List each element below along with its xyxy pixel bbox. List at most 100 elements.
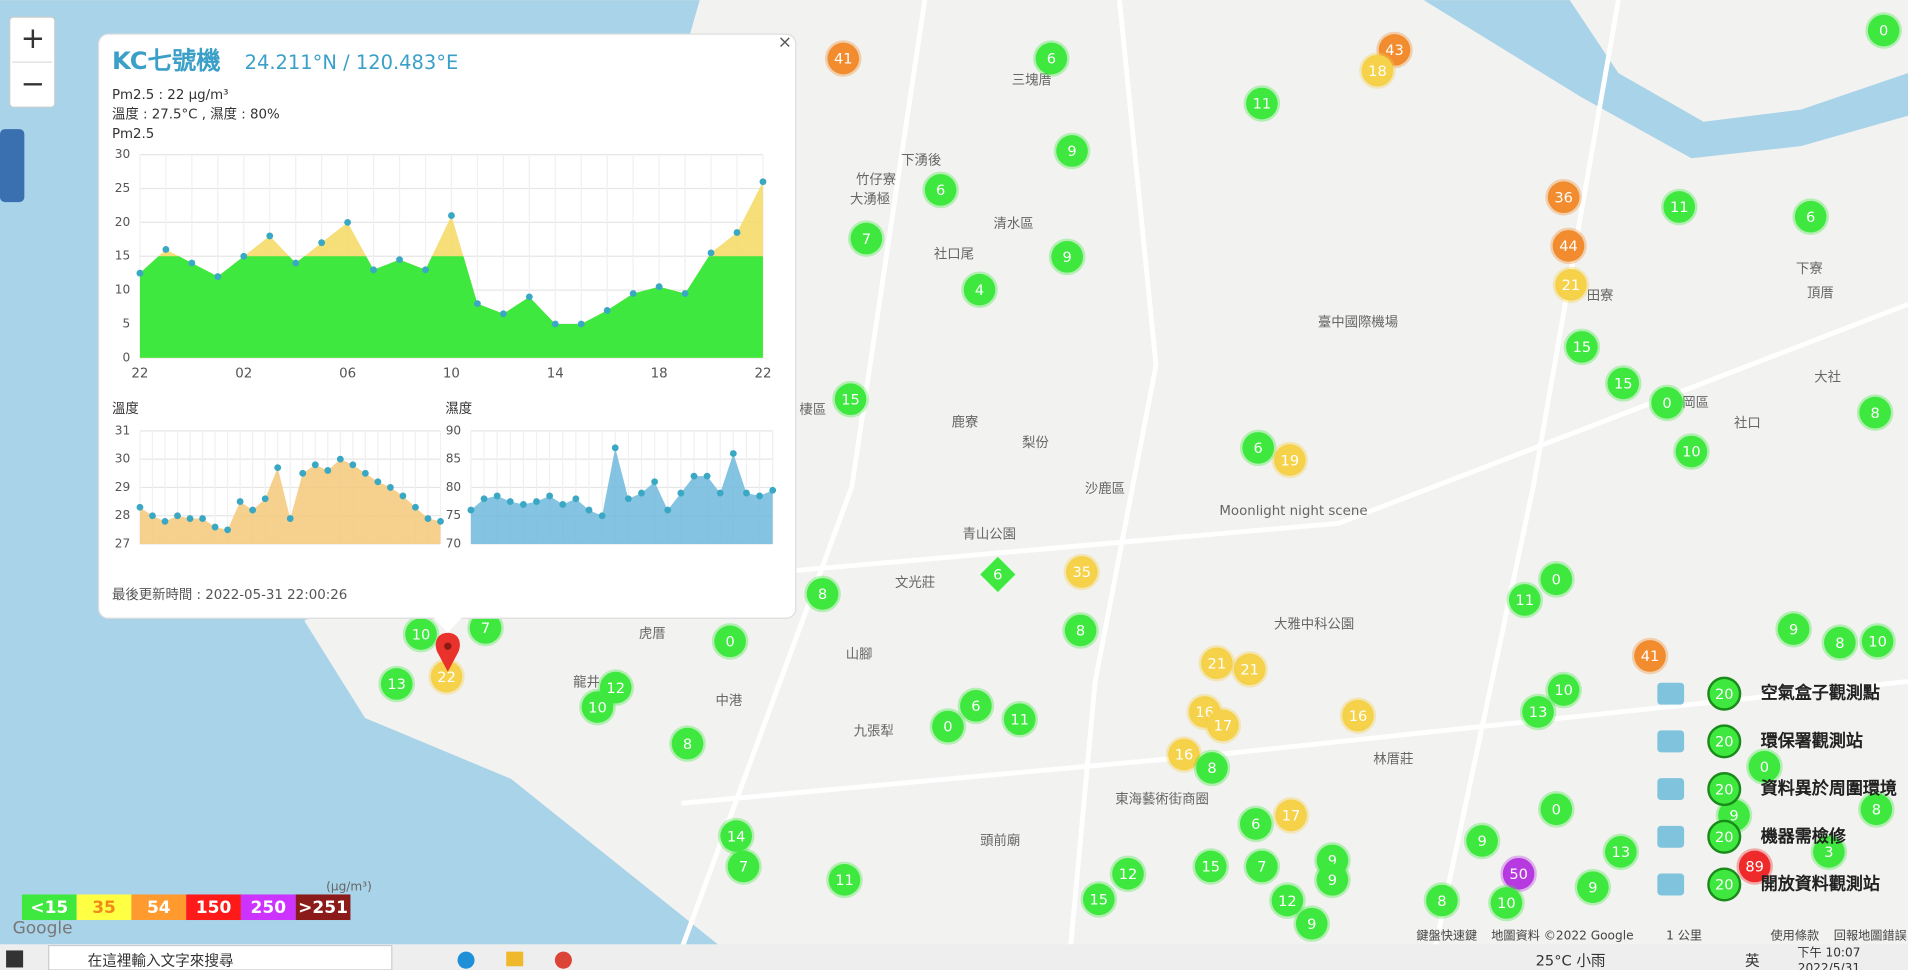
data-point [756,492,763,500]
chrome-icon[interactable] [554,951,572,969]
station-marker[interactable]: 8 [1062,612,1099,649]
station-marker[interactable]: 10 [1859,623,1896,660]
station-marker[interactable]: 8 [1858,791,1895,828]
legend-badge-text: 20 [1715,829,1734,846]
station-marker[interactable]: 35 [1063,553,1101,591]
station-marker[interactable]: 15 [1605,365,1642,402]
station-marker[interactable]: 7 [848,220,885,257]
station-marker[interactable]: 15 [1563,328,1601,366]
station-marker[interactable]: 8 [1193,749,1231,787]
station-marker[interactable]: 6 [1033,40,1070,77]
station-marker[interactable]: 16 [1165,736,1203,773]
marker-value: 36 [1554,189,1573,206]
station-marker[interactable]: 9 [1053,132,1091,170]
station-marker[interactable]: 6 [1792,198,1829,235]
station-marker[interactable]: 15 [1080,881,1118,918]
station-marker[interactable]: 0 [1648,384,1686,422]
zoom-out[interactable]: − [21,66,45,100]
marker-value: 7 [481,620,490,637]
area-fill [139,459,441,545]
station-marker[interactable]: 36 [1545,178,1582,216]
station-marker[interactable]: 18 [1359,52,1396,89]
data-point [437,517,444,525]
marker-value: 16 [1349,708,1368,725]
station-marker[interactable]: 0 [1865,12,1902,49]
station-marker[interactable]: 89 [1736,848,1773,885]
station-marker[interactable]: 17 [1272,797,1310,834]
chart-title: Pm2.5 [112,127,154,142]
station-marker[interactable]: 22 [428,658,465,695]
station-marker[interactable]: 7 [1243,848,1281,885]
legend-badge-text: 20 [1715,781,1734,798]
folder-icon[interactable] [506,951,524,967]
station-marker[interactable]: 6 [1239,429,1277,467]
station-marker[interactable]: 0 [1746,748,1783,785]
search-box[interactable] [48,944,393,970]
station-marker[interactable]: 13 [1602,833,1640,871]
station-marker[interactable]: 0 [1538,561,1575,598]
station-marker[interactable]: 9 [1293,905,1331,942]
station-marker[interactable]: 21 [1198,645,1236,682]
place-label: 鹿寮 [952,413,979,430]
station-marker[interactable]: 7 [725,848,762,885]
clock-date: 2022/5/31 [1798,961,1860,970]
station-marker[interactable]: 8 [1821,624,1859,661]
station-marker[interactable]: 11 [1243,85,1281,122]
station-marker[interactable]: 21 [1552,266,1590,304]
station-marker[interactable]: 9 [1775,610,1812,648]
station-marker[interactable]: 10 [1488,884,1525,922]
station-marker[interactable]: 13 [1519,693,1557,731]
station-marker[interactable]: 50 [1500,855,1537,893]
data-point [629,290,637,297]
station-marker[interactable]: 10 [579,688,616,726]
station-marker[interactable]: 12 [1269,882,1306,919]
scale-label: <15 [30,898,68,918]
station-marker[interactable]: 11 [826,861,863,899]
station-marker[interactable]: 0 [711,623,749,660]
station-marker[interactable]: 41 [1631,637,1669,675]
station-marker[interactable]: 6 [978,555,1017,594]
station-marker[interactable]: 16 [1339,697,1377,734]
station-marker[interactable]: 41 [825,40,862,77]
station-marker[interactable]: 9 [1314,861,1351,899]
station-marker[interactable]: 11 [1660,188,1698,226]
station-marker[interactable]: 15 [832,380,869,418]
side-tab[interactable] [0,129,25,203]
scale-label: 35 [92,898,116,918]
marker-circle [717,817,755,855]
station-marker[interactable]: 17 [1204,707,1242,744]
station-marker[interactable]: 6 [957,687,995,725]
station-marker[interactable]: 8 [804,575,841,613]
zoom-in[interactable]: + [21,21,45,55]
edge-icon[interactable] [457,951,475,969]
station-marker[interactable]: 9 [1463,822,1501,860]
station-marker[interactable]: 15 [1192,848,1230,885]
station-marker[interactable]: 19 [1271,441,1309,479]
station-marker[interactable]: 12 [1109,855,1147,893]
station-marker[interactable]: 9 [1048,238,1086,276]
station-marker[interactable]: 7 [467,609,504,647]
station-marker[interactable]: 6 [922,171,959,209]
station-marker[interactable]: 9 [1574,868,1612,906]
station-marker[interactable]: 11 [1001,700,1038,738]
station-marker[interactable]: 4 [961,271,998,308]
start-button[interactable] [6,950,24,968]
station-marker[interactable]: 6 [1237,805,1275,843]
station-marker[interactable]: 10 [402,615,440,653]
station-marker[interactable]: 0 [929,708,967,745]
station-marker[interactable]: 8 [669,725,706,762]
station-marker[interactable]: 10 [1673,433,1710,470]
station-marker[interactable]: 14 [717,817,755,855]
data-point [448,212,455,219]
station-marker[interactable]: 13 [378,665,415,703]
popup-close[interactable]: × [778,33,792,53]
station-marker[interactable]: 0 [1538,791,1575,828]
station-marker[interactable]: 10 [1545,671,1582,709]
station-marker[interactable]: 3 [1810,833,1848,871]
station-marker[interactable]: 11 [1506,581,1543,619]
station-marker[interactable]: 44 [1550,227,1587,265]
station-marker[interactable]: 21 [1231,651,1268,688]
station-marker[interactable]: 8 [1423,882,1461,919]
data-point [424,515,432,522]
station-marker[interactable]: 8 [1856,394,1894,431]
